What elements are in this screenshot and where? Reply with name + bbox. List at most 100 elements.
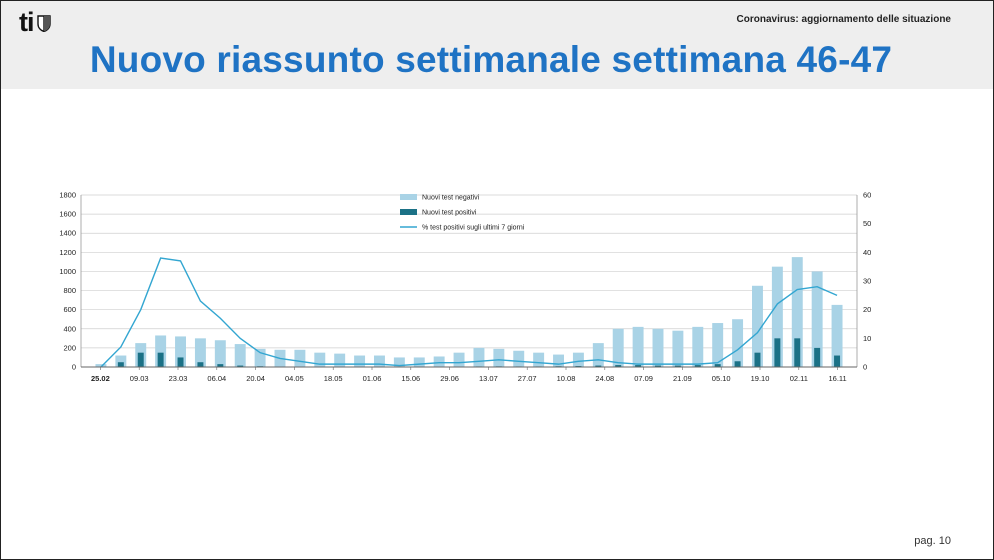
x-tick-label: 27.07 [518, 374, 537, 383]
negative-bar [194, 338, 206, 367]
x-tick-label: 19.10 [751, 374, 770, 383]
slide-header: ti Coronavirus: aggiornamento delle situ… [1, 1, 993, 89]
legend-swatch [400, 209, 417, 215]
positive-bar [117, 362, 124, 367]
y2-tick-label: 60 [863, 191, 871, 200]
x-tick-label: 01.06 [363, 374, 382, 383]
x-tick-label: 05.10 [712, 374, 731, 383]
y2-tick-label: 20 [863, 305, 871, 314]
y-tick-label: 1000 [59, 267, 76, 276]
positive-bar [734, 361, 741, 367]
negative-bar [712, 323, 724, 367]
negative-bar [612, 328, 624, 367]
y-tick-label: 1200 [59, 248, 76, 257]
logo-text: ti [19, 7, 34, 37]
x-tick-label: 02.11 [790, 374, 808, 383]
positive-bar [177, 357, 184, 367]
positive-bar [635, 365, 642, 367]
negative-bar [771, 266, 783, 367]
x-tick-label: 23.03 [169, 374, 188, 383]
y2-tick-label: 40 [863, 248, 871, 257]
legend-swatch [400, 194, 417, 200]
positive-bar [794, 338, 801, 367]
chart: 0 200 400 600 800 1000 1200 1400 1600 1800 0 10 20 30… [45, 181, 905, 396]
y-tick-label: 200 [63, 343, 76, 352]
positive-bar [595, 365, 602, 367]
negative-bar [632, 326, 644, 367]
y-tick-label: 1400 [59, 229, 76, 238]
y-tick-label: 400 [63, 324, 76, 333]
percent-line-layer [100, 257, 838, 368]
header-subtitle: Coronavirus: aggiornamento delle situazi… [736, 14, 951, 25]
negative-bars [95, 257, 843, 367]
negative-bar [831, 304, 843, 367]
y-tick-label: 1600 [59, 210, 76, 219]
x-tick-label: 07.09 [634, 374, 653, 383]
positive-bar [217, 364, 224, 367]
negative-bar [294, 349, 306, 367]
ticino-logo: ti [19, 7, 51, 37]
x-tick-label: 04.05 [285, 374, 304, 383]
positive-bar [197, 362, 204, 367]
negative-bar [314, 352, 326, 367]
negative-bar [214, 340, 226, 367]
x-tick-label: 25.02 [91, 374, 110, 383]
y-tick-label: 800 [63, 286, 76, 295]
x-tick-label: 21.09 [673, 374, 692, 383]
negative-bar [533, 352, 545, 367]
positive-bar [774, 338, 781, 367]
y-tick-label: 1800 [59, 191, 76, 200]
shield-icon [36, 14, 51, 32]
legend-label: % test positivi sugli ultimi 7 giorni [422, 225, 525, 232]
positive-bar [237, 365, 244, 367]
x-tick-label: 10.08 [557, 374, 576, 383]
chart-svg: 0 200 400 600 800 1000 1200 1400 1600 1800 0 10 20 30… [59, 191, 871, 384]
negative-bar [752, 285, 763, 367]
negative-bar [493, 348, 505, 367]
positive-bar [694, 365, 701, 367]
positive-bars [97, 338, 841, 367]
page-number: pag. 10 [914, 535, 951, 547]
negative-bar [453, 352, 465, 367]
positive-bar [575, 366, 582, 367]
negative-bar [155, 335, 167, 367]
negative-bar [692, 326, 704, 367]
x-tick-label: 20.04 [246, 374, 265, 383]
y-tick-label: 0 [72, 363, 76, 372]
x-tick-label: 09.03 [130, 374, 149, 383]
negative-bar [354, 355, 366, 367]
y2-tick-label: 10 [863, 334, 871, 343]
negative-bar [473, 347, 485, 367]
legend-label: Nuovi test positivi [422, 210, 477, 217]
negative-bar [175, 336, 186, 367]
negative-bar [732, 319, 744, 367]
negative-bar [791, 257, 803, 367]
axes: 0 200 400 600 800 1000 1200 1400 1600 1800 0 10 20 30… [59, 191, 871, 384]
positive-bar [754, 352, 761, 367]
negative-bar [334, 353, 346, 367]
positive-bar [674, 365, 681, 367]
negative-bar [234, 344, 246, 367]
negative-bar [652, 328, 664, 367]
x-tick-label: 13.07 [479, 374, 498, 383]
negative-bar [672, 330, 684, 367]
negative-bar [592, 343, 604, 367]
x-tick-label: 18.05 [324, 374, 343, 383]
positive-bar [655, 365, 661, 367]
positive-bar [615, 365, 622, 367]
negative-bar [115, 355, 127, 367]
positive-bar [814, 347, 821, 367]
negative-bar [811, 271, 823, 367]
negative-bar [254, 348, 266, 367]
y2-tick-label: 30 [863, 277, 871, 286]
x-tick-label: 15.06 [401, 374, 420, 383]
negative-bar [513, 350, 525, 367]
y-tick-label: 600 [63, 305, 76, 314]
negative-bar [393, 357, 405, 367]
negative-bar [433, 356, 445, 367]
legend-label: Nuovi test negativi [422, 195, 480, 202]
negative-bar [413, 357, 425, 367]
positive-bar [137, 352, 144, 367]
negative-bar [95, 364, 107, 367]
